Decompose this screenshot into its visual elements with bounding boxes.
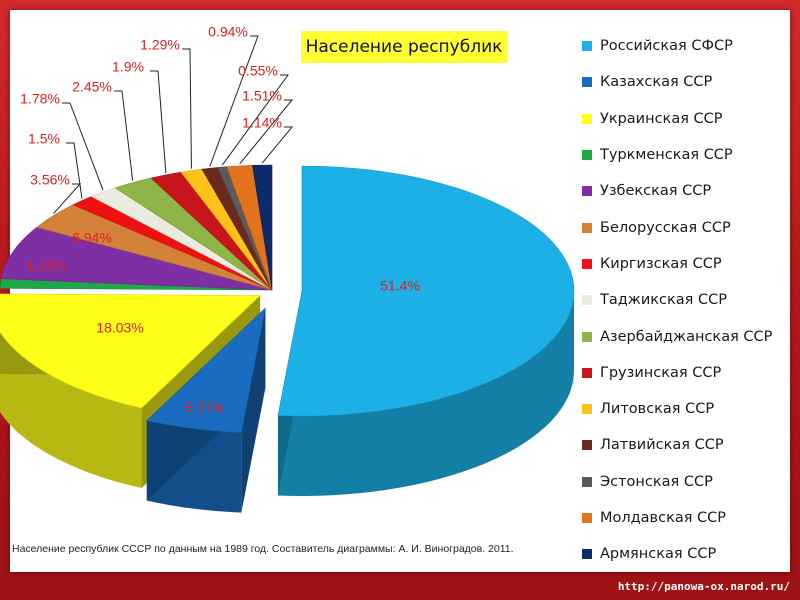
leader-line-азербайджанская-сср (114, 90, 134, 181)
data-label-белорусская-сср: 3.56% (30, 172, 70, 188)
legend-item-грузинская-сср: Грузинская ССР (582, 355, 792, 391)
pie-slice-казахская-сср (146, 307, 266, 433)
leader-line-молдавская-сср (239, 99, 294, 165)
data-label-киргизская-сср: 1.5% (28, 131, 60, 147)
legend-item-азербайджанская-сср: Азербайджанская ССР (582, 318, 792, 354)
legend-item-украинская-сср: Украинская ССР (582, 101, 792, 137)
leader-line-киргизская-сср (66, 142, 83, 199)
legend-swatch (582, 404, 592, 415)
legend-item-казахская-сср: Казахская ССР (582, 64, 792, 100)
legend-item-молдавская-сср: Молдавская ССР (582, 500, 792, 536)
legend-swatch (582, 549, 592, 560)
data-label-литовская-сср: 1.29% (140, 37, 180, 53)
legend-label: Армянская ССР (600, 546, 717, 563)
legend-item-узбекская-сср: Узбекская ССР (582, 173, 792, 209)
legend-item-таджикская-сср: Таджикская ССР (582, 282, 792, 318)
legend-swatch (582, 295, 592, 306)
legend-swatch (582, 113, 592, 124)
pie-slice-узбекская-сср (0, 226, 273, 291)
legend-label: Азербайджанская ССР (600, 328, 773, 345)
legend-swatch (582, 222, 592, 233)
legend-item-туркменская-сср: Туркменская ССР (582, 137, 792, 173)
legend-item-киргизская-сср: Киргизская ССР (582, 246, 792, 282)
legend-label: Таджикская ССР (600, 292, 727, 309)
legend-item-белорусская-сср: Белорусская ССР (582, 209, 792, 245)
legend-label: Казахская ССР (600, 74, 713, 91)
legend-swatch (582, 186, 592, 197)
legend-swatch (582, 150, 592, 161)
pie-slice-side-российская-сфср (277, 290, 574, 496)
data-label-таджикская-сср: 1.78% (20, 91, 60, 107)
data-label-азербайджанская-сср: 2.45% (72, 79, 112, 95)
legend-swatch (582, 41, 592, 52)
data-label-армянская-сср: 1.14% (242, 115, 282, 131)
legend-item-литовская-сср: Литовская ССР (582, 391, 792, 427)
legend-label: Литовская ССР (600, 401, 715, 418)
chart-caption: Население республик СССР по данным на 19… (12, 543, 514, 555)
data-label-российская-сфср: 51.4% (380, 278, 420, 294)
legend-label: Латвийская ССР (600, 437, 724, 454)
legend-label: Грузинская ССР (600, 364, 722, 381)
legend-label: Белорусская ССР (600, 219, 731, 236)
pie-slice-армянская-сср (252, 164, 273, 291)
data-label-казахская-сср: 5.77% (185, 400, 225, 416)
leader-line-эстонская-сср (221, 74, 289, 166)
chart-legend: Российская СФСР Казахская ССР Украинская С… (582, 28, 792, 572)
legend-swatch (582, 440, 592, 451)
data-label-эстонская-сср: 0.55% (238, 63, 278, 79)
leader-line-армянская-сср (261, 126, 294, 164)
leader-line-литовская-сср (182, 48, 192, 169)
legend-item-латвийская-сср: Латвийская ССР (582, 427, 792, 463)
legend-label: Российская СФСР (600, 38, 733, 55)
legend-swatch (582, 367, 592, 378)
legend-label: Эстонская ССР (600, 473, 713, 490)
legend-label: Туркменская ССР (600, 147, 733, 164)
legend-item-российская-сфср: Российская СФСР (582, 28, 792, 64)
legend-label: Киргизская ССР (600, 255, 722, 272)
data-label-грузинская-сср: 1.9% (112, 59, 144, 75)
legend-swatch (582, 476, 592, 487)
leader-line-латвийская-сср (209, 35, 259, 167)
legend-swatch (582, 513, 592, 523)
legend-label: Молдавская ССР (600, 510, 727, 526)
data-label-латвийская-сср: 0.94% (208, 24, 248, 40)
legend-swatch (582, 77, 592, 88)
pie-slice-украинская-сср (0, 293, 261, 409)
data-label-узбекская-сср: 6.94% (72, 230, 112, 246)
legend-label: Узбекская ССР (600, 183, 712, 200)
legend-item-эстонская-сср: Эстонская ССР (582, 464, 792, 500)
pie-slice-российская-сфср (277, 165, 575, 417)
data-label-украинская-сср: 18.03% (96, 320, 143, 336)
data-label-туркменская-сср: 1.23% (26, 258, 66, 274)
legend-swatch (582, 258, 592, 269)
leader-line-таджикская-сср (62, 102, 104, 191)
data-label-молдавская-сср: 1.51% (242, 88, 282, 104)
legend-item-армянская-сср: Армянская ССР (582, 536, 792, 572)
source-url: http://panowa-ox.narod.ru/ (617, 580, 790, 593)
leader-line-грузинская-сср (150, 70, 167, 173)
legend-label: Украинская ССР (600, 110, 723, 127)
chart-title: Население республик (301, 31, 507, 63)
legend-swatch (582, 331, 592, 342)
